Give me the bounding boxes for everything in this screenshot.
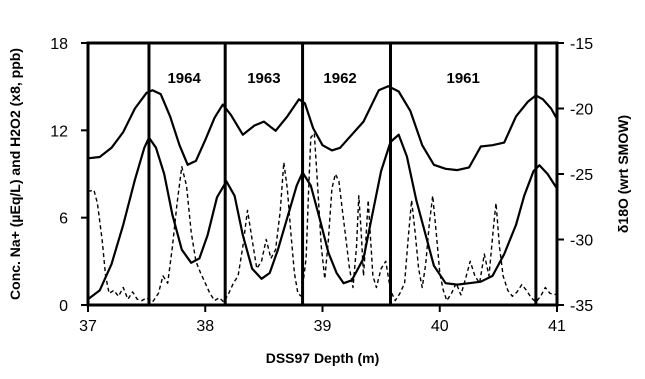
- y-left-tick-label: 18: [50, 36, 68, 53]
- y-right-tick-label: -20: [570, 102, 593, 119]
- x-tick-label: 39: [314, 318, 332, 335]
- y-right-axis-title: δ18O (wrt SMOW): [615, 115, 631, 233]
- series-line-d18o: [87, 85, 558, 172]
- x-tick-label: 38: [196, 318, 214, 335]
- y-right-tick-label: -30: [570, 233, 593, 250]
- series-line-na: [87, 133, 558, 301]
- year-label: 1961: [447, 70, 480, 87]
- year-label: 1963: [247, 70, 280, 87]
- y-right-tick-label: -35: [570, 298, 593, 315]
- tick-layer: 37 38 39 40 41 0 6 12 18 -35 -30 -25 -20 -15: [50, 36, 593, 335]
- y-right-tick-label: -15: [570, 36, 593, 53]
- y-left-tick-label: 12: [50, 123, 68, 140]
- x-tick-label: 41: [548, 318, 566, 335]
- x-tick-label: 37: [79, 318, 97, 335]
- x-tick-label: 40: [431, 318, 449, 335]
- y-left-tick-label: 6: [59, 211, 68, 228]
- year-label: 1962: [323, 70, 356, 87]
- year-label: 1964: [167, 70, 201, 87]
- y-right-tick-label: -25: [570, 167, 593, 184]
- x-axis-title: DSS97 Depth (m): [266, 350, 380, 366]
- y-left-axis-title: Conc. Na+ (µEq/L) and H2O2 (x8, ppb): [7, 48, 23, 300]
- series-layer: [87, 85, 558, 303]
- y-left-tick-label: 0: [59, 298, 68, 315]
- year-label-layer: 1964 1963 1962 1961: [167, 70, 479, 87]
